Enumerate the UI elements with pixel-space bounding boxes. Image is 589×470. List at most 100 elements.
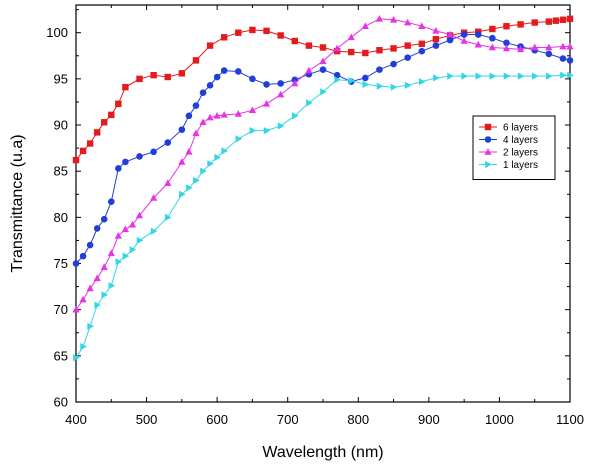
data-point — [559, 42, 567, 50]
x-tick-label: 1000 — [485, 412, 514, 427]
data-point — [559, 16, 567, 23]
data-point — [80, 343, 87, 351]
data-point — [503, 39, 510, 47]
data-point — [108, 111, 115, 119]
y-tick-label: 80 — [54, 210, 68, 225]
data-point — [348, 48, 355, 56]
data-point — [489, 72, 497, 80]
data-point — [122, 83, 129, 91]
data-point — [291, 79, 299, 87]
data-point — [72, 305, 80, 313]
y-axis-ticks: 60 65 70 75 80 85 90 95 100 — [46, 9, 570, 410]
series-1-layers — [73, 71, 574, 362]
y-tick-label: 85 — [54, 164, 68, 179]
y-tick-label: 100 — [46, 25, 68, 40]
data-point — [559, 55, 567, 62]
y-tick-label: 75 — [54, 256, 68, 271]
data-point — [108, 282, 116, 290]
data-point — [390, 45, 397, 52]
data-point — [291, 112, 299, 120]
data-point — [446, 36, 454, 44]
data-point — [277, 32, 284, 39]
data-point — [404, 42, 411, 49]
data-point — [545, 50, 553, 58]
data-point — [79, 147, 87, 155]
x-tick-label: 500 — [136, 412, 158, 427]
data-point — [291, 37, 298, 45]
data-point — [136, 153, 143, 160]
series-group — [72, 15, 574, 362]
data-point — [560, 71, 567, 79]
data-point — [213, 73, 221, 81]
data-point — [164, 139, 172, 146]
data-point — [79, 295, 87, 303]
data-point — [447, 72, 454, 80]
data-point — [531, 19, 538, 26]
data-point — [432, 42, 440, 49]
data-point — [375, 15, 384, 22]
data-point — [150, 148, 157, 156]
data-point — [418, 22, 426, 30]
data-point — [101, 291, 109, 299]
data-point — [100, 263, 108, 271]
data-point — [129, 246, 137, 254]
data-point — [192, 57, 200, 64]
data-point — [489, 25, 496, 33]
data-point — [546, 72, 553, 80]
data-point — [263, 81, 270, 88]
data-point — [475, 72, 483, 80]
data-point — [164, 179, 172, 186]
data-point — [503, 72, 511, 80]
data-point — [389, 15, 398, 23]
data-point — [461, 72, 468, 80]
data-point — [531, 43, 539, 51]
data-point — [333, 44, 341, 52]
data-point — [531, 72, 539, 80]
data-point — [192, 129, 200, 137]
y-tick-label: 65 — [54, 348, 68, 363]
data-point — [235, 135, 243, 143]
data-point — [136, 236, 144, 245]
data-point — [221, 34, 228, 41]
data-point — [474, 31, 482, 38]
data-point — [517, 21, 524, 28]
series-2-layers — [72, 15, 574, 313]
data-point — [107, 249, 115, 257]
data-point — [362, 74, 369, 82]
data-point — [249, 26, 256, 34]
data-point — [362, 49, 369, 57]
data-point — [545, 43, 553, 51]
data-point — [305, 42, 313, 49]
x-axis-title: Wavelength (nm) — [262, 444, 383, 461]
y-axis-title: Transmittance (u.a) — [9, 134, 26, 272]
legend-label: 2 layers — [503, 148, 538, 159]
data-point — [150, 194, 158, 201]
data-point — [567, 71, 574, 79]
data-point — [206, 42, 214, 49]
data-point — [362, 80, 370, 88]
legend-marker — [484, 148, 492, 155]
data-point — [206, 113, 214, 121]
data-point — [404, 54, 411, 61]
data-point — [474, 40, 482, 48]
data-point — [234, 110, 242, 117]
data-point — [185, 147, 193, 155]
data-point — [376, 66, 383, 73]
data-point — [93, 274, 101, 282]
data-point — [93, 129, 101, 136]
data-point — [235, 29, 242, 36]
data-point — [73, 354, 80, 362]
data-point — [235, 68, 242, 75]
data-point — [460, 31, 468, 38]
data-point — [503, 23, 510, 30]
data-point — [94, 301, 101, 309]
data-point — [150, 71, 157, 79]
x-tick-label: 700 — [277, 412, 299, 427]
data-point — [72, 156, 80, 164]
data-point — [199, 118, 207, 126]
data-point — [107, 198, 115, 205]
data-point — [179, 190, 186, 198]
x-axis-ticks: 400 500 600 700 800 900 1000 1100 — [65, 5, 584, 427]
